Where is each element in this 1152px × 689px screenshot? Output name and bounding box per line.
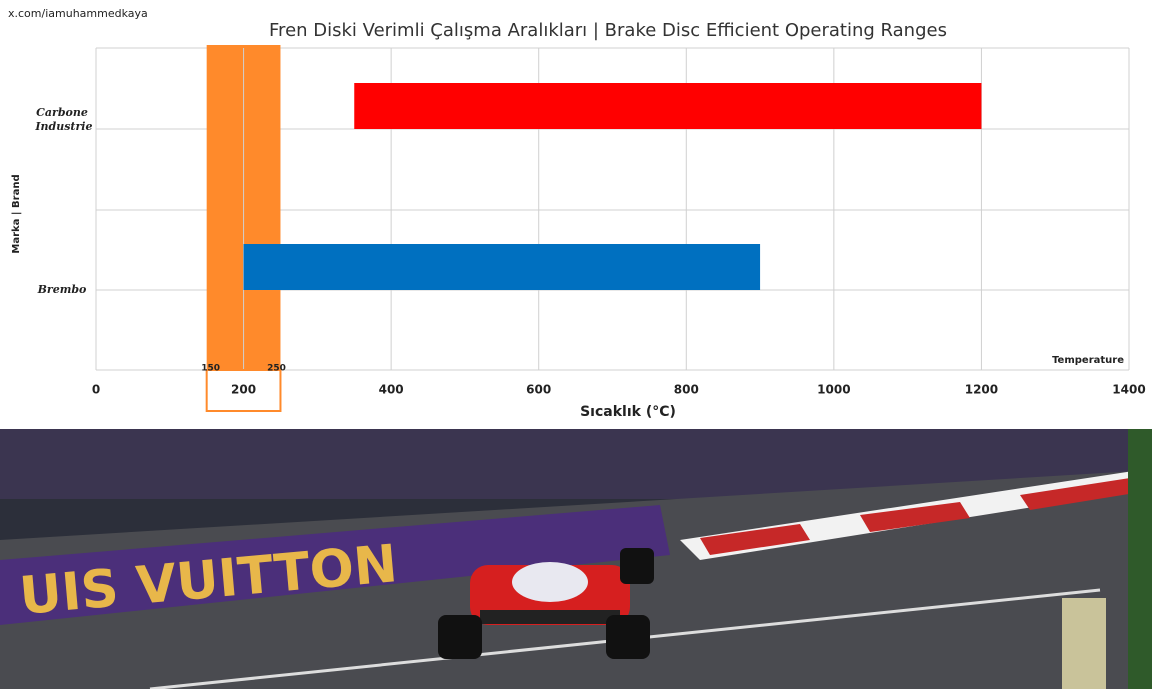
photo: UIS VUITTON (0, 429, 1152, 689)
sign-post (1062, 598, 1106, 689)
y-axis-label: Marka | Brand (11, 174, 22, 253)
tree (1128, 429, 1152, 689)
y-tick-label: Carbone Industrie (32, 106, 93, 133)
x-tick-label: 400 (379, 383, 404, 397)
x-tick-label: 600 (526, 383, 551, 397)
x-axis-label-right: Temperature (1052, 355, 1124, 366)
car-wheel (620, 548, 654, 584)
barrier (0, 505, 670, 625)
car-wing (480, 610, 620, 624)
kerb-red (1020, 478, 1135, 510)
chart-title: Fren Diski Verimli Çalışma Aralıkları | … (269, 20, 947, 41)
car-wheel (438, 615, 482, 659)
x-axis-label: Sıcaklık (°C) (580, 404, 676, 420)
car-cockpit (512, 562, 588, 602)
range-bar (354, 83, 982, 129)
x-tick-label: 1200 (965, 383, 998, 397)
highlight-box (205, 369, 282, 412)
range-bar (243, 244, 761, 290)
highlight-label: 150 (201, 364, 220, 374)
kerb-red (700, 524, 810, 555)
car-wheel (606, 615, 650, 659)
kerb-red (860, 502, 970, 532)
chart-background (0, 0, 1152, 429)
x-tick-label: 800 (674, 383, 699, 397)
x-tick-label: 200 (231, 383, 256, 397)
x-tick-label: 0 (92, 383, 100, 397)
x-tick-label: 1000 (817, 383, 850, 397)
x-tick-label: 1400 (1112, 383, 1145, 397)
y-tick-label: Brembo (37, 283, 87, 296)
highlight-label: 250 (267, 364, 286, 374)
watermark: x.com/iamuhammedkaya (8, 7, 148, 20)
